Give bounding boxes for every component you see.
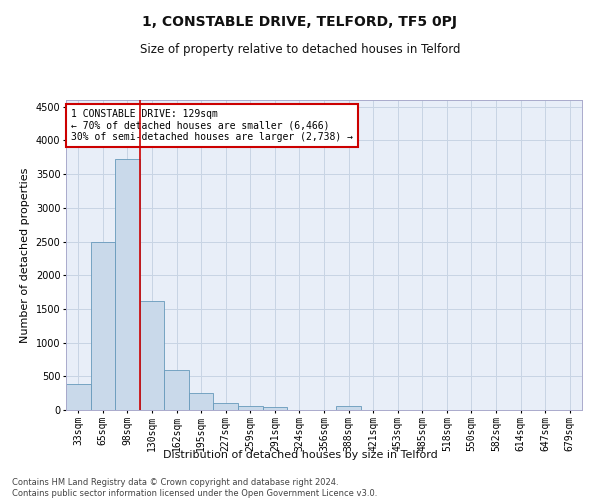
Text: Distribution of detached houses by size in Telford: Distribution of detached houses by size … [163,450,437,460]
Bar [115,160,140,410]
Bar [214,402,238,410]
Bar [66,384,91,410]
Bar [336,406,361,410]
Bar [164,370,189,410]
Text: Contains HM Land Registry data © Crown copyright and database right 2024.
Contai: Contains HM Land Registry data © Crown c… [12,478,377,498]
Bar [189,394,214,410]
Bar [263,408,287,410]
Bar [91,242,115,410]
Bar [238,406,263,410]
Text: Size of property relative to detached houses in Telford: Size of property relative to detached ho… [140,42,460,56]
Y-axis label: Number of detached properties: Number of detached properties [20,168,30,342]
Bar [140,301,164,410]
Text: 1, CONSTABLE DRIVE, TELFORD, TF5 0PJ: 1, CONSTABLE DRIVE, TELFORD, TF5 0PJ [143,15,458,29]
Text: 1 CONSTABLE DRIVE: 129sqm
← 70% of detached houses are smaller (6,466)
30% of se: 1 CONSTABLE DRIVE: 129sqm ← 70% of detac… [71,110,353,142]
